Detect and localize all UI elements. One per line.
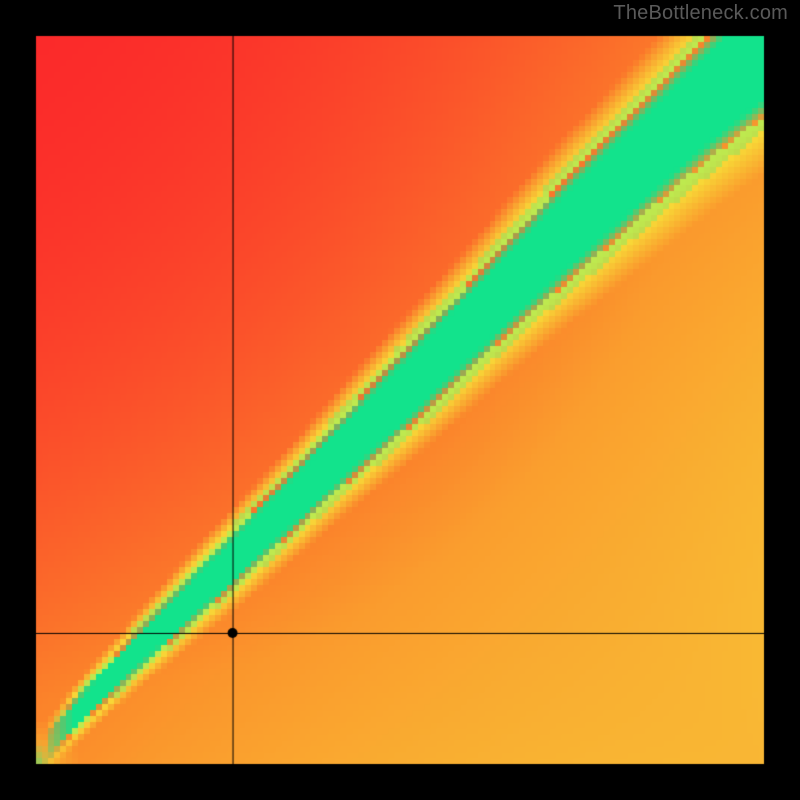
bottleneck-heatmap	[0, 0, 800, 800]
watermark-text: TheBottleneck.com	[613, 2, 788, 25]
